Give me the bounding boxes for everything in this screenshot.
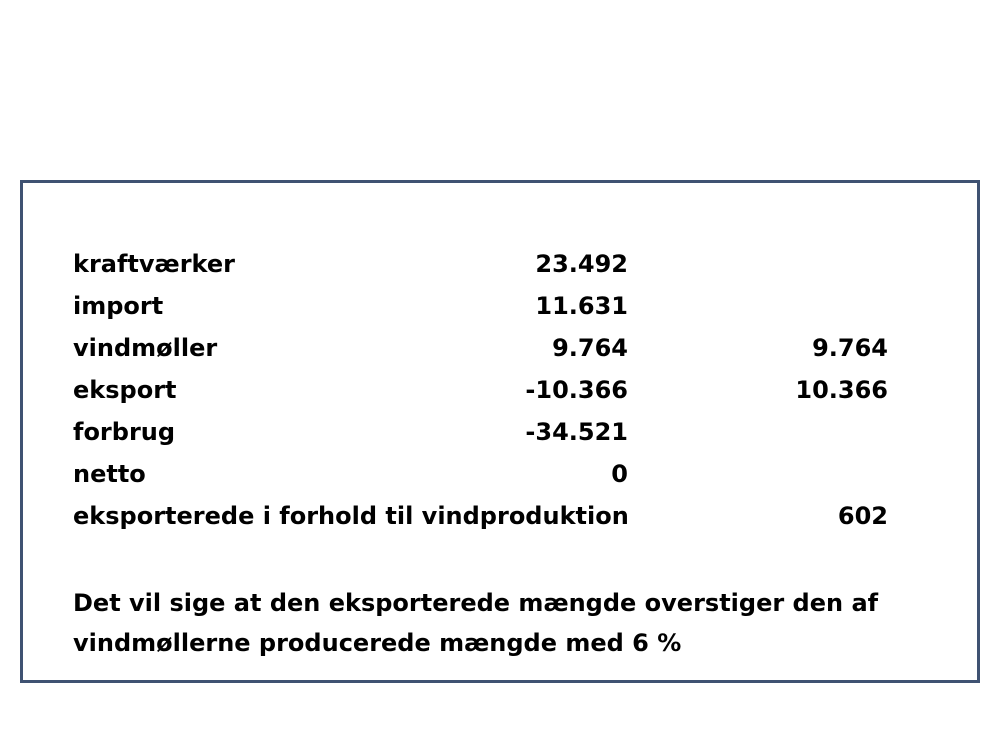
row-label: netto [73, 460, 146, 488]
table-row: eksporterede i forhold til vindproduktio… [73, 495, 893, 537]
row-value: 0 [611, 460, 628, 488]
table-row: kraftværker 23.492 [73, 243, 893, 285]
row-value: -10.366 [525, 376, 628, 404]
row-label: eksport [73, 376, 177, 404]
row-value: 9.764 [552, 334, 628, 362]
table-row: import 11.631 [73, 285, 893, 327]
row-value-secondary: 9.764 [812, 334, 888, 362]
table-row: netto 0 [73, 453, 893, 495]
conclusion-line-1: Det vil sige at den eksporterede mængde … [73, 589, 879, 617]
row-label: vindmøller [73, 334, 218, 362]
row-value: -34.521 [525, 418, 628, 446]
table-row: vindmøller 9.764 9.764 [73, 327, 893, 369]
table-row: forbrug -34.521 [73, 411, 893, 453]
row-label: kraftværker [73, 250, 235, 278]
row-label: import [73, 292, 164, 320]
row-value: 23.492 [535, 250, 628, 278]
row-value-secondary: 602 [837, 502, 888, 530]
row-label: eksporterede i forhold til vindproduktio… [73, 502, 629, 530]
conclusion-line-2: vindmøllerne producerede mængde med 6 % [73, 629, 682, 657]
table-row: eksport -10.366 10.366 [73, 369, 893, 411]
energy-table: kraftværker 23.492 import 11.631 vindmøl… [73, 243, 893, 537]
row-label: forbrug [73, 418, 176, 446]
row-value: 11.631 [535, 292, 628, 320]
row-value-secondary: 10.366 [795, 376, 888, 404]
energy-balance-panel: kraftværker 23.492 import 11.631 vindmøl… [20, 180, 980, 683]
conclusion-text: Det vil sige at den eksporterede mængde … [73, 583, 933, 663]
